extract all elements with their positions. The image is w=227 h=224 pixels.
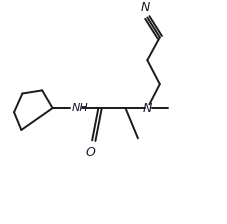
Text: NH: NH xyxy=(71,103,88,113)
Text: O: O xyxy=(85,146,95,159)
Text: N: N xyxy=(142,102,151,115)
Text: N: N xyxy=(140,1,149,14)
